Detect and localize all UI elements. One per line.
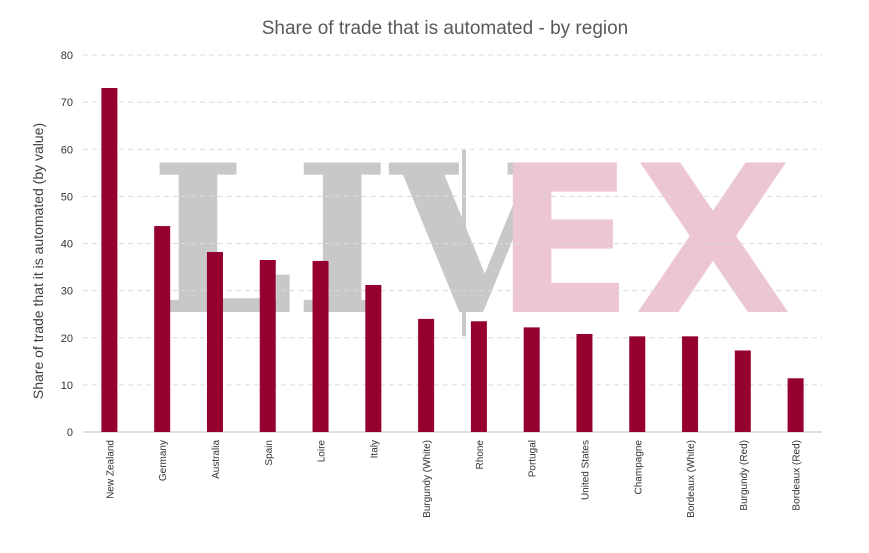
bar bbox=[576, 333, 593, 432]
x-tick-label: Loire bbox=[317, 440, 328, 463]
bar bbox=[312, 260, 329, 432]
y-tick-label: 20 bbox=[61, 333, 73, 345]
bar bbox=[259, 259, 276, 432]
x-tick-label: Italy bbox=[369, 440, 380, 458]
y-axis-label: Share of trade that it is automated (by … bbox=[30, 123, 46, 399]
y-tick-label: 40 bbox=[61, 239, 73, 251]
y-tick-label: 60 bbox=[61, 144, 73, 156]
bar bbox=[523, 327, 540, 432]
x-tick-label: Germany bbox=[158, 440, 169, 481]
watermark-right-text: EX bbox=[494, 123, 792, 361]
bar bbox=[154, 226, 171, 432]
x-tick-label: Rhone bbox=[475, 440, 486, 470]
x-tick-label: Bordeaux (White) bbox=[686, 440, 697, 518]
y-tick-label: 80 bbox=[61, 50, 73, 62]
bar bbox=[418, 318, 435, 432]
x-tick-label: Portugal bbox=[528, 440, 539, 477]
x-tick-label: Burgundy (Red) bbox=[739, 440, 750, 511]
x-tick-label: Australia bbox=[211, 440, 222, 479]
x-tick-label: Burgundy (White) bbox=[422, 440, 433, 518]
x-tick-label: Bordeaux (Red) bbox=[792, 440, 803, 511]
bars bbox=[101, 87, 804, 433]
chart-title: Share of trade that is automated - by re… bbox=[262, 18, 629, 39]
y-tick-labels: 0 10 20 30 40 50 60 70 80 bbox=[61, 50, 73, 439]
x-tick-label: Spain bbox=[264, 440, 275, 466]
bar bbox=[787, 378, 804, 432]
x-tick-label: Champagne bbox=[633, 440, 644, 495]
bar bbox=[629, 336, 646, 432]
gridlines bbox=[83, 54, 822, 433]
bar bbox=[206, 251, 223, 432]
bar bbox=[734, 350, 751, 432]
bar bbox=[470, 321, 487, 432]
y-tick-label: 30 bbox=[61, 286, 73, 298]
bar bbox=[365, 284, 382, 432]
x-tick-label: New Zealand bbox=[105, 440, 116, 499]
y-tick-label: 50 bbox=[61, 191, 73, 203]
x-tick-label: United States bbox=[580, 440, 591, 500]
x-tick-labels: New Zealand Germany Australia Spain Loire Ita… bbox=[105, 440, 802, 518]
y-tick-label: 0 bbox=[67, 427, 73, 439]
y-tick-label: 10 bbox=[61, 380, 73, 392]
y-tick-label: 70 bbox=[61, 97, 73, 109]
bar bbox=[101, 87, 118, 433]
bar bbox=[682, 336, 699, 432]
